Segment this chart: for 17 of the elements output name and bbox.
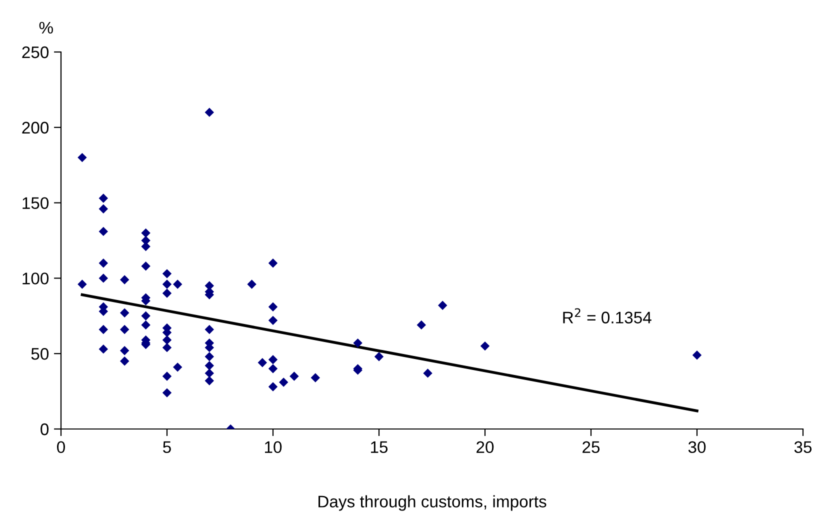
x-tick-label: 35 [794, 441, 812, 454]
x-tick-label: 5 [163, 441, 171, 454]
x-tick-label: 10 [265, 441, 282, 454]
y-tick-label: 100 [22, 272, 49, 284]
y-tick-label: 250 [22, 46, 49, 58]
x-tick-label: 0 [57, 441, 65, 454]
y-tick-label: 0 [40, 423, 49, 436]
y-tick-label: 50 [31, 348, 49, 360]
x-tick-label: 25 [582, 441, 600, 454]
y-axis-title: % [39, 22, 53, 34]
x-tick-label: 15 [371, 441, 388, 454]
x-axis-title: Days through customs, imports [318, 495, 546, 511]
y-tick-label: 200 [22, 122, 49, 134]
x-tick-label: 20 [476, 441, 494, 454]
y-tick-label: 150 [22, 197, 49, 210]
x-tick-label: 30 [688, 441, 706, 454]
annotation: R$^{2}$ = 0.1354 [563, 308, 652, 324]
